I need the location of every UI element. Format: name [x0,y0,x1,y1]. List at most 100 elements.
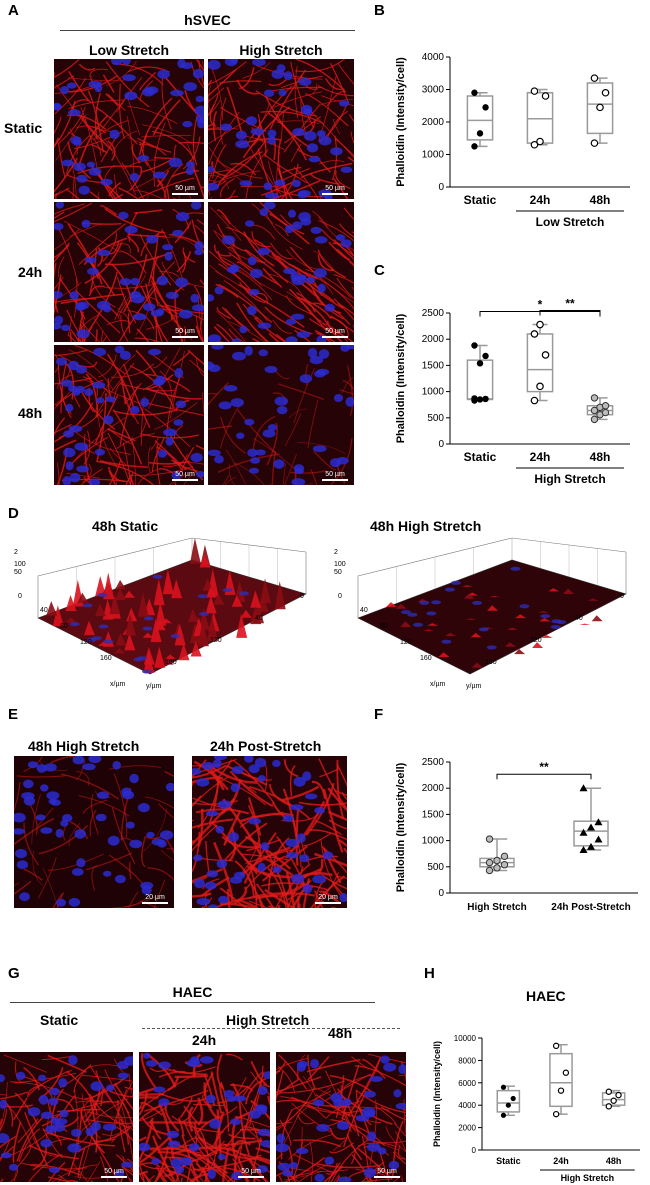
y-tick-label: 40 [575,615,583,622]
y-tick-label: 2500 [422,308,445,319]
y-tick-label: 2500 [422,757,445,768]
category-label: Static [464,450,497,464]
panel-a-title: hSVEC [184,12,231,28]
panel-e-title-post: 24h Post-Stretch [210,738,322,754]
group-label: High Stretch [534,472,605,486]
scale-bar: 20 µm [142,894,168,904]
y-tick-label: 1000 [422,836,445,847]
y-tick-label: 1500 [422,360,445,371]
data-point [587,823,595,831]
data-point [562,1069,570,1076]
scale-bar: 50 µm [172,185,198,195]
x-tick-label: 40 [40,607,48,614]
data-point [493,856,501,865]
data-point [579,828,588,836]
data-point [482,352,489,360]
data-point [590,139,599,147]
micrograph-e-high-stretch: 20 µm [14,756,174,908]
data-point [601,408,610,417]
data-point [594,818,603,826]
data-point [500,1112,507,1118]
micrograph-g-24h: 50 µm [139,1052,270,1182]
data-point [594,835,603,843]
x-tick-label: 120 [400,639,412,646]
data-point [615,1091,622,1099]
data-point [530,140,539,149]
category-label: High Stretch [467,902,526,913]
data-point [482,395,489,403]
micrograph-g-48h: 50 µm [276,1052,406,1182]
y-tick-label: 500 [427,862,444,873]
data-point [485,858,494,867]
data-point [605,1088,613,1095]
panel-label-b: B [374,2,385,19]
box [526,333,554,393]
row-label-48h: 48h [18,405,43,421]
y-axis-label: Phalloidin (Intensity/cell) [395,57,407,187]
panel-g-title: HAEC [172,984,213,1000]
category-label: 24h [530,450,551,464]
y-tick-label: 2000 [458,1124,476,1133]
panel-g-group-rule [142,1028,400,1029]
micrograph-low-24h: 50 µm [54,202,204,342]
data-point [536,137,544,146]
micrograph-g-static: 50 µm [0,1052,133,1182]
data-point [536,320,544,329]
scale-bar: 50 µm [374,1168,400,1178]
y-tick-label: 120 [210,637,222,644]
data-point [605,1103,613,1110]
significance-bracket [496,773,592,780]
x-tick-label: 80 [380,623,388,630]
z-tick-label: 50 [334,569,342,576]
data-point [510,1095,516,1102]
y-tick-label: 4000 [458,1101,476,1110]
category-label: 24h Post-Stretch [551,902,630,913]
data-point [601,88,610,97]
panel-d-title-high: 48h High Stretch [370,518,482,534]
data-point [530,396,539,405]
data-point [471,342,478,349]
scale-bar: 50 µm [322,185,348,195]
panel-g-static-label: Static [40,1012,79,1028]
y-tick-label: 1000 [422,387,445,398]
z-tick-label: 0 [338,593,342,600]
z-tick-label: 50 [14,569,22,576]
data-point [536,382,544,391]
significance-label: * [538,297,543,311]
data-point [590,406,599,415]
y-axis-label: Phalloidin (Intensity/cell) [432,1041,442,1147]
panel-g-group-label: High Stretch [226,1012,310,1028]
group-label: High Stretch [561,1173,615,1183]
y-axis-label: Phalloidin (Intensity/cell) [395,313,407,443]
row-label-24h: 24h [18,264,43,280]
data-point [552,1042,560,1050]
scale-bar: 50 µm [101,1168,127,1178]
data-point [476,396,484,403]
panel-label-f: F [374,706,384,723]
panel-label-c: C [374,262,385,279]
data-point [552,1110,560,1118]
box [496,1089,521,1113]
micrograph-high-static: 50 µm [208,59,354,199]
y-tick-label: 120 [530,637,542,644]
significance-label: ** [539,760,549,774]
scale-bar: 50 µm [172,328,198,338]
chart-f: 0 500 1000 1500 2000 2500 Phalloidin (Intensit… [395,757,638,913]
y-tick-label: 3000 [422,85,445,96]
x-tick-label: 160 [100,655,112,662]
y-tick-label: 1000 [422,150,445,161]
box [526,92,554,144]
category-label: Static [496,1156,521,1166]
panel-a-title-rule [60,30,355,31]
data-point [471,395,478,402]
panel-label-h: H [424,965,435,982]
x-axis-label: x/µm [110,681,125,688]
y-tick-label: 4000 [422,52,445,63]
y-tick-label: 0 [300,593,304,600]
z-tick-label: 100 [14,561,26,568]
chart-b: 0 1000 2000 3000 4000 Phalloidin (Intensity/c… [395,52,630,229]
panel-g-label-24h: 24h [192,1032,217,1048]
y-axis-label: y/µm [466,683,481,690]
data-point [482,104,489,111]
